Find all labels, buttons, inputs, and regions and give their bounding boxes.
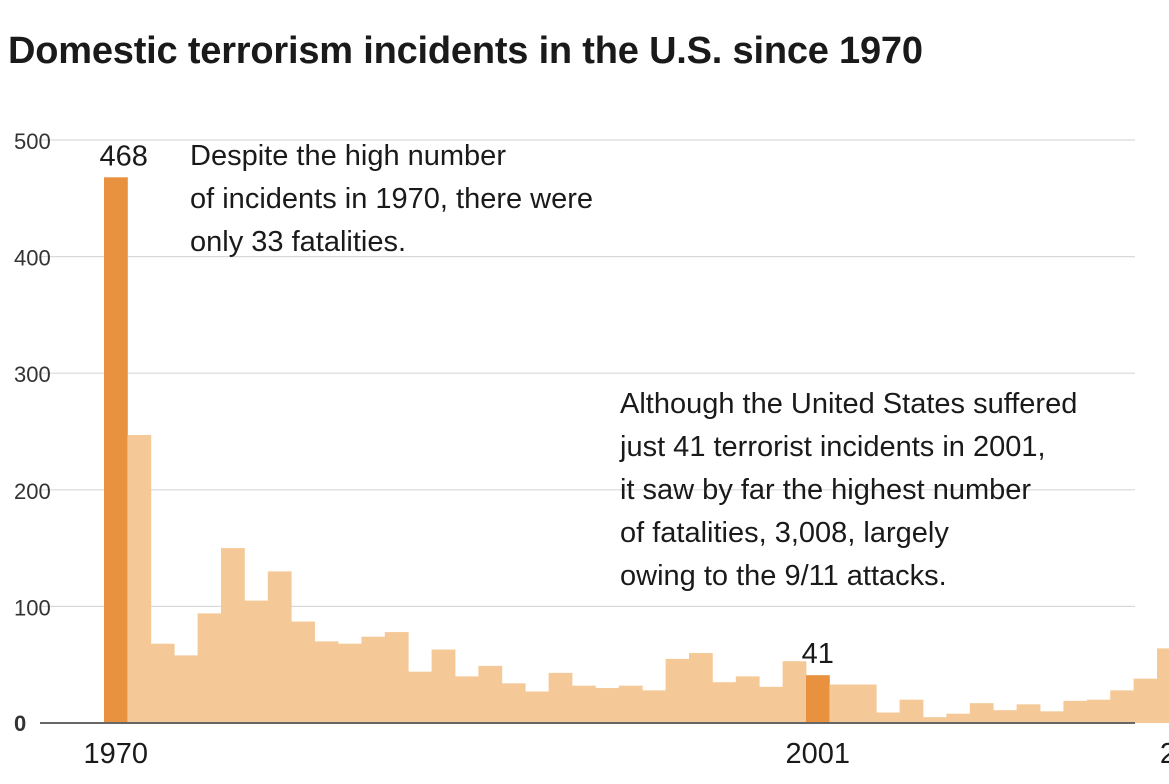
bar	[525, 691, 549, 723]
bar	[1110, 690, 1134, 723]
bar	[712, 682, 737, 723]
bar	[338, 643, 362, 723]
y-tick-label: 400	[14, 246, 51, 271]
annotation-line: it saw by far the highest number	[620, 474, 1032, 506]
bar	[642, 690, 666, 723]
bar	[384, 632, 409, 723]
bar	[665, 658, 690, 723]
bar	[431, 649, 456, 723]
data-label: 468	[100, 140, 148, 172]
bar	[455, 676, 479, 723]
bar	[408, 671, 432, 723]
bar	[314, 641, 339, 723]
annotation-line: owing to the 9/11 attacks.	[620, 560, 947, 592]
annotation-line: Despite the high number	[190, 140, 506, 172]
bar	[759, 686, 783, 723]
y-tick-label: 0	[14, 711, 26, 736]
bar	[806, 675, 830, 723]
data-label: 41	[802, 638, 834, 670]
bar	[244, 600, 269, 723]
bar	[150, 643, 175, 723]
bar	[291, 621, 315, 723]
bar	[501, 683, 526, 723]
annotation-2001: Although the United States suffered just…	[620, 383, 1165, 598]
bar	[1086, 699, 1111, 723]
bar	[197, 613, 222, 723]
bar	[572, 685, 596, 723]
bar	[782, 661, 807, 723]
bar	[548, 672, 573, 723]
chart-title: Domestic terrorism incidents in the U.S.…	[8, 30, 923, 72]
bar	[689, 653, 713, 723]
annotation-line: of incidents in 1970, there were	[190, 183, 594, 215]
bar	[946, 713, 971, 723]
y-tick-label: 200	[14, 479, 51, 504]
y-tick-label: 100	[14, 595, 51, 620]
bar	[993, 710, 1017, 723]
annotation-line: just 41 terrorist incidents in 2001,	[620, 431, 1046, 463]
bar	[478, 665, 503, 723]
bar	[127, 434, 152, 723]
bar	[361, 636, 386, 723]
annotation-1970: Despite the high number of incidents in …	[190, 135, 750, 264]
annotation-line: only 33 fatalities.	[190, 226, 407, 258]
x-tick-label: 2001	[785, 738, 850, 770]
bar	[923, 717, 947, 723]
bar	[1040, 711, 1064, 723]
bar	[1063, 700, 1088, 723]
bar	[852, 684, 877, 723]
bar	[969, 703, 994, 723]
y-tick-label: 500	[14, 129, 51, 154]
x-tick-label: 1970	[83, 738, 148, 770]
bar	[618, 685, 643, 723]
bar	[267, 571, 292, 723]
bar	[735, 676, 760, 723]
bar	[104, 177, 128, 723]
bar	[221, 548, 245, 723]
annotation-line: Although the United States suffered	[620, 388, 1078, 420]
bar	[1016, 704, 1041, 723]
bar	[1157, 648, 1169, 723]
bar	[899, 699, 924, 723]
y-tick-label: 300	[14, 362, 51, 387]
bar	[1133, 678, 1158, 723]
x-tick-label: 2017	[1160, 738, 1169, 770]
annotation-line: of fatalities, 3,008, largely	[620, 517, 949, 549]
bar	[174, 655, 198, 723]
bar	[829, 684, 854, 723]
bar	[876, 712, 900, 723]
bar	[595, 688, 620, 723]
